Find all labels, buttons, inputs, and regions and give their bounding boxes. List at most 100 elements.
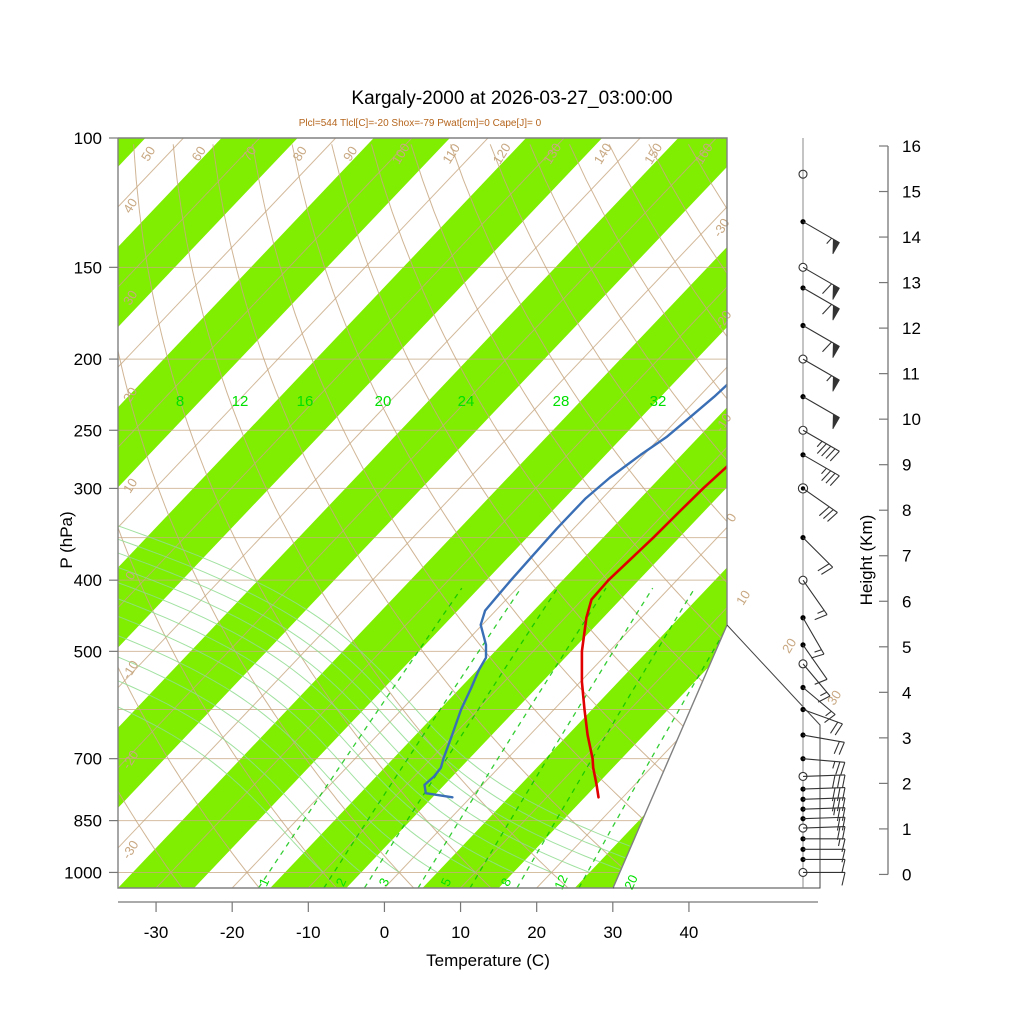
mixing-ratio-lines [257, 587, 727, 888]
thetae-label: 8 [176, 393, 184, 410]
y-axis-label: P (hPa) [57, 511, 76, 568]
wind-barb [800, 322, 840, 358]
dry-adiabat-label-right: 30 [824, 688, 844, 708]
wind-barb [800, 756, 846, 776]
wind-barb [798, 867, 846, 886]
thetae-label: 16 [297, 393, 314, 410]
x-tick-label: 30 [603, 923, 622, 942]
height-tick-label: 11 [902, 365, 920, 384]
wind-barb [798, 575, 828, 621]
y-tick-label: 700 [74, 750, 102, 769]
height-tick-label: 10 [902, 410, 921, 429]
sounding-stats-subtitle: Plcl=544 Tlcl[C]=-20 Shox=-79 Pwat[cm]=0… [299, 118, 542, 129]
height-tick-label: 12 [902, 319, 921, 338]
mixing-ratio-label: 12 [551, 872, 571, 891]
height-tick-label: 2 [902, 774, 911, 793]
dry-adiabat-label-left: 40 [120, 196, 140, 216]
y-tick-label: 400 [74, 571, 102, 590]
dry-adiabat-label-top: 70 [239, 144, 259, 164]
wind-barb [800, 615, 825, 659]
wind-barb [800, 796, 846, 812]
y-tick-label: 500 [74, 642, 102, 661]
wind-barb [798, 262, 840, 300]
wind-barb [798, 659, 831, 703]
height-tick-label: 3 [902, 729, 911, 748]
dry-adiabat-label-right: 10 [733, 588, 753, 608]
y-tick-label: 250 [74, 421, 102, 440]
x-tick-label: 40 [679, 923, 698, 942]
height-tick-label: 8 [902, 501, 911, 520]
wind-barb [800, 534, 834, 575]
mixing-ratio-label: 3 [376, 876, 393, 889]
y-tick-label: 150 [74, 258, 102, 277]
dry-adiabat-label-top: 80 [289, 144, 309, 164]
dry-adiabat-label-right: -30 [710, 216, 733, 240]
axis-ticks: -30 -20 -10 0 10 20 30 401001502002503004005007… [64, 129, 818, 942]
wind-barb [798, 169, 808, 179]
wind-barb [800, 846, 846, 863]
wind-barb [800, 856, 846, 873]
thetae-label: 28 [553, 393, 570, 410]
dry-adiabat-label-left: -30 [119, 838, 142, 862]
wind-barb [800, 285, 840, 321]
dry-adiabat-label-left: 30 [120, 288, 140, 308]
height-tick-label: 9 [902, 456, 911, 475]
right-axis-label: Height (Km) [857, 515, 876, 606]
height-tick-label: 6 [902, 592, 911, 611]
wind-barb [800, 684, 836, 723]
thetae-label: 24 [458, 393, 475, 410]
x-tick-label: -30 [144, 923, 169, 942]
x-tick-label: -20 [220, 923, 245, 942]
thetae-label: 12 [232, 393, 249, 410]
dry-adiabat-label-left: -10 [119, 658, 142, 682]
thetae-label: 32 [650, 393, 667, 410]
wind-barb [800, 452, 840, 486]
y-tick-label: 100 [74, 129, 102, 148]
wind-barb [798, 354, 840, 392]
height-tick-label: 15 [902, 183, 921, 202]
dewpoint-trace [423, 172, 727, 799]
wind-barb [797, 483, 838, 522]
height-tick-label: 4 [902, 683, 911, 702]
temperature-trace [580, 172, 727, 799]
dry-adiabat-label-top: 50 [138, 144, 158, 164]
y-tick-label: 1000 [64, 863, 102, 882]
x-tick-label: -10 [296, 923, 321, 942]
wind-barb [798, 771, 846, 789]
wind-barb [800, 394, 840, 430]
dry-adiabat-label-top: 90 [340, 144, 360, 164]
plot-frame [117, 137, 821, 889]
page-title: Kargaly-2000 at 2026-03-27_03:00:00 [351, 88, 672, 109]
sounding-traces [423, 172, 727, 799]
moist-adiabat-lines [118, 454, 704, 873]
dry-adiabat-label-left: 20 [120, 385, 140, 405]
x-axis-label: Temperature (C) [426, 951, 550, 970]
y-tick-label: 850 [74, 812, 102, 831]
height-tick-label: 14 [902, 228, 921, 247]
height-tick-label: 5 [902, 638, 911, 657]
height-tick-label: 13 [902, 274, 921, 293]
y-tick-label: 200 [74, 350, 102, 369]
mixing-ratio-label: 20 [621, 872, 641, 891]
height-tick-label: 7 [902, 547, 911, 566]
dry-adiabat-label-right: 0 [723, 511, 740, 525]
x-tick-label: 0 [380, 923, 389, 942]
dry-adiabat-label-top: 60 [188, 144, 208, 164]
wind-barb [800, 706, 843, 736]
x-tick-label: 10 [451, 923, 470, 942]
wind-barb [800, 732, 845, 755]
height-tick-label: 16 [902, 137, 921, 156]
x-tick-label: 20 [527, 923, 546, 942]
wind-barb [800, 642, 828, 685]
thetae-label: 20 [375, 393, 392, 410]
height-tick-label: 1 [902, 820, 911, 839]
dry-adiabat-label-left: 10 [120, 476, 140, 496]
height-tick-label: 0 [902, 865, 911, 884]
wind-barb-column [797, 138, 846, 888]
y-tick-label: 300 [74, 479, 102, 498]
wind-barb [800, 219, 840, 255]
dry-adiabat-label-right: 20 [779, 636, 799, 656]
